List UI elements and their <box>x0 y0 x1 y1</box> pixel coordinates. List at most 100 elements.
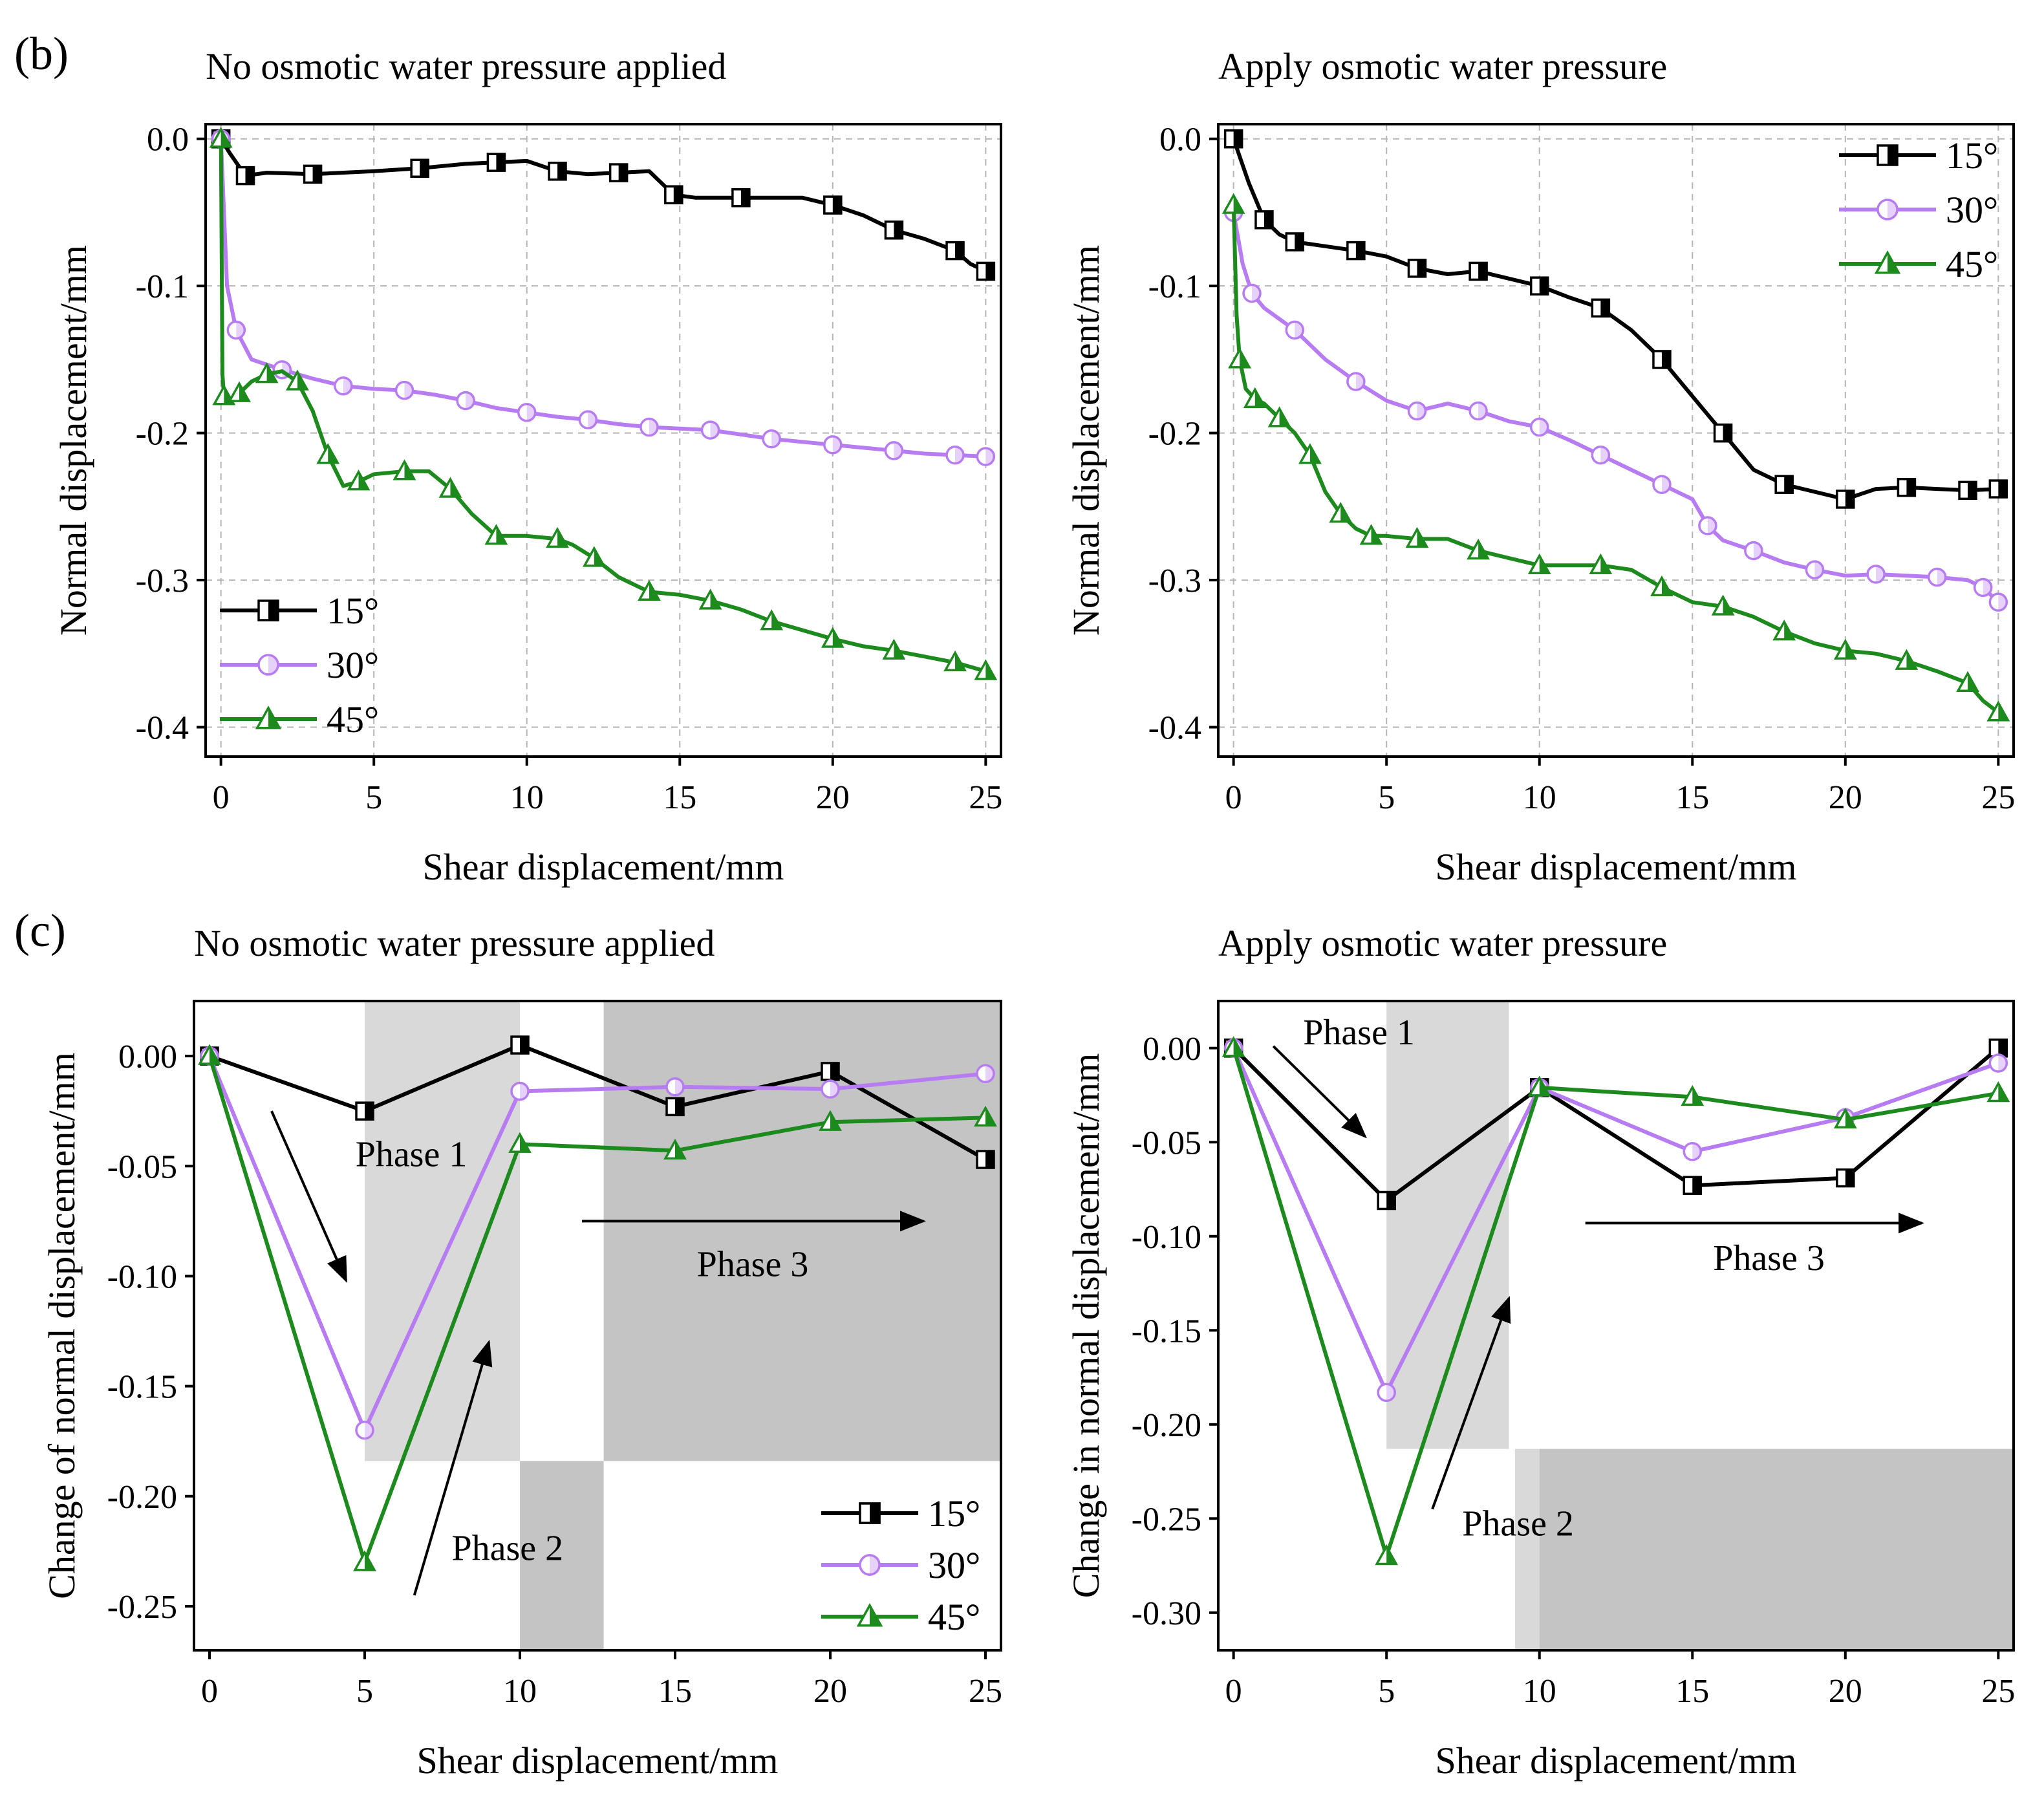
data-point-1-5 <box>1988 1053 2008 1073</box>
data-point-1-6-half <box>343 377 352 394</box>
data-point-0-3-half <box>1692 1177 1701 1194</box>
data-point-0-14-half <box>673 186 682 204</box>
data-point-2-22-half <box>594 548 604 566</box>
data-point-2-14-half <box>1417 529 1427 547</box>
data-point-1-5-half <box>1998 1055 2007 1072</box>
data-point-0-22-half <box>1845 490 1854 508</box>
y-axis-label: Change of normal displacement/mm <box>41 1052 83 1599</box>
data-point-1-8-half <box>1417 402 1426 420</box>
data-point-2-34-half <box>1998 702 2008 720</box>
data-point-1-14-half <box>1600 446 1609 464</box>
data-point-2-4-half <box>830 1112 840 1130</box>
data-point-0-4-half <box>830 1062 839 1080</box>
data-point-1-12-outline <box>517 403 537 422</box>
y-tick-label-3: -0.15 <box>107 1369 177 1406</box>
data-point-0-2-half <box>1264 211 1273 228</box>
data-point-1-2-outline <box>226 320 246 340</box>
legend-marker-2-half <box>1888 252 1899 273</box>
y-tick-label-4: -0.4 <box>136 710 189 747</box>
data-point-1-14-half <box>588 411 597 429</box>
phase-region-1 <box>1514 1449 1540 1650</box>
data-point-0-4-half <box>1295 233 1304 250</box>
data-point-2-2-half <box>520 1134 530 1152</box>
data-point-1-26-half <box>955 446 964 464</box>
data-point-1-5 <box>976 1064 995 1084</box>
y-tick-label-4: -0.20 <box>107 1479 177 1516</box>
data-point-0-2-half <box>520 1037 528 1054</box>
data-point-1-10-half <box>1478 402 1487 420</box>
data-point-0-18-half <box>1723 424 1732 442</box>
data-point-1-6 <box>334 376 353 396</box>
data-point-1-5-half <box>985 1065 994 1083</box>
data-point-2-8 <box>1298 443 1322 464</box>
data-point-1-22-half <box>1814 561 1823 579</box>
y-tick-label-4: -0.4 <box>1148 710 1201 747</box>
data-point-1-12-outline <box>1529 417 1549 437</box>
data-point-1-16-outline <box>640 417 659 437</box>
data-point-0-14 <box>664 185 683 204</box>
legend-marker-1-outline <box>1877 199 1899 221</box>
x-tick-label-1: 5 <box>365 779 382 816</box>
y-tick-label-5: -0.25 <box>107 1589 177 1626</box>
data-point-2-16 <box>438 477 462 498</box>
data-point-2-32 <box>1956 671 1979 692</box>
chart-title: Apply osmotic water pressure <box>1218 45 1667 87</box>
phase-region-2 <box>603 1001 1001 1461</box>
panel-c1: 0 5 10 15 20 25 0.00 -0.05 -0.10 -0.15 -0.20 -0.25 S… <box>14 905 1002 1782</box>
legend-label-2: 45° <box>928 1596 980 1638</box>
data-point-2-3-half <box>1692 1087 1703 1105</box>
data-point-2-12-half <box>1371 526 1381 544</box>
y-tick-label-0: 0.00 <box>118 1039 177 1075</box>
data-point-2-0 <box>198 1044 221 1065</box>
data-point-1-6 <box>1346 372 1366 391</box>
data-point-0-22 <box>945 241 965 261</box>
chart-title: Apply osmotic water pressure <box>1218 922 1667 964</box>
y-tick-label-1: -0.1 <box>1148 268 1201 305</box>
data-point-1-14-outline <box>578 410 598 429</box>
data-point-1-2-half <box>1252 285 1261 302</box>
data-point-2-8-half <box>297 372 307 389</box>
data-point-2-6-half <box>1279 408 1289 426</box>
series-line-2 <box>1231 205 2000 715</box>
legend-marker-1 <box>257 654 279 676</box>
data-point-0-4 <box>1285 232 1305 252</box>
data-point-2-4 <box>1833 1107 1857 1129</box>
data-point-1-16-half <box>1661 476 1670 493</box>
data-point-1-2-half <box>520 1083 529 1100</box>
legend-label-1: 30° <box>928 1544 980 1586</box>
data-point-2-26-half <box>710 590 720 609</box>
data-point-1-18-outline <box>1698 516 1717 535</box>
y-tick-label-6: -0.30 <box>1132 1595 1201 1632</box>
data-point-1-2-outline <box>1242 283 1262 303</box>
x-tick-label-3: 15 <box>658 1673 692 1710</box>
data-point-0-6-half <box>420 160 429 177</box>
data-point-0-12-half <box>618 164 627 182</box>
data-point-2-12-half <box>358 471 369 490</box>
data-point-1-5-outline <box>1988 1053 2008 1073</box>
data-point-1-26 <box>1927 567 1947 587</box>
data-point-2-2-half <box>1240 349 1250 367</box>
annotation-label-2: Phase 3 <box>697 1244 809 1284</box>
annotation-arrow-0 <box>270 1110 348 1283</box>
legend-marker-0 <box>257 599 279 621</box>
data-point-2-3 <box>1681 1084 1705 1106</box>
annotation-label-2: Phase 3 <box>1713 1238 1825 1278</box>
data-point-1-27-outline <box>976 447 996 466</box>
data-point-0-1-half <box>365 1103 373 1120</box>
x-tick-label-4: 20 <box>1829 1673 1862 1710</box>
x-tick-label-0: 0 <box>201 1673 218 1710</box>
data-point-0-16 <box>1652 350 1672 369</box>
data-point-2-18-half <box>496 526 506 544</box>
x-tick-label-2: 10 <box>503 1673 537 1710</box>
data-point-1-10 <box>1468 401 1488 421</box>
data-point-1-8-half <box>404 382 413 399</box>
y-tick-label-3: -0.15 <box>1132 1313 1201 1350</box>
data-point-0-5-half <box>1998 1039 2007 1057</box>
data-point-1-28-outline <box>1973 577 1993 598</box>
x-tick-label-5: 25 <box>1981 779 2015 816</box>
x-tick-label-1: 5 <box>356 1673 373 1710</box>
data-point-1-1 <box>355 1420 374 1440</box>
data-point-2-10-half <box>328 445 338 463</box>
data-point-1-6-half <box>1355 373 1364 391</box>
